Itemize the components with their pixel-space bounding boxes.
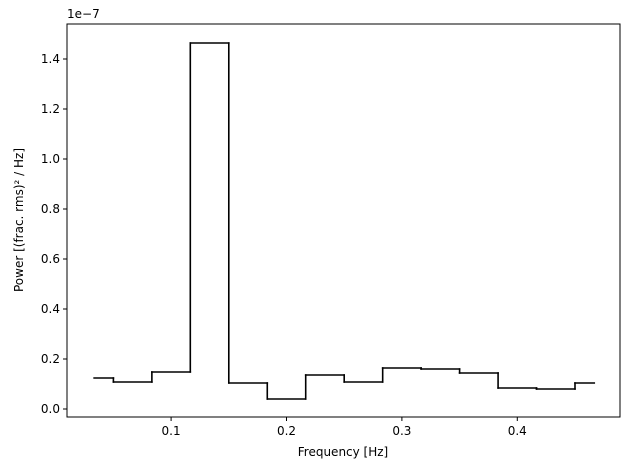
x-tick-label: 0.2	[277, 424, 296, 438]
x-tick-label: 0.3	[392, 424, 411, 438]
y-tick-label: 0.2	[41, 352, 60, 366]
y-tick-label: 0.6	[41, 252, 60, 266]
x-tick-label: 0.4	[508, 424, 527, 438]
y-tick-label: 1.0	[41, 152, 60, 166]
x-axis-label: Frequency [Hz]	[298, 445, 389, 459]
axes-frame	[66, 23, 621, 418]
y-tick-label: 1.4	[41, 52, 60, 66]
y-tick-label: 0.4	[41, 302, 60, 316]
y-tick-label: 0.8	[41, 202, 60, 216]
y-tick-label: 1.2	[41, 102, 60, 116]
y-offset-label: 1e−7	[67, 7, 100, 21]
y-tick-label: 0.0	[41, 402, 60, 416]
y-axis-label: Power [(frac. rms)² / Hz]	[12, 148, 26, 292]
x-tick-label: 0.1	[162, 424, 181, 438]
